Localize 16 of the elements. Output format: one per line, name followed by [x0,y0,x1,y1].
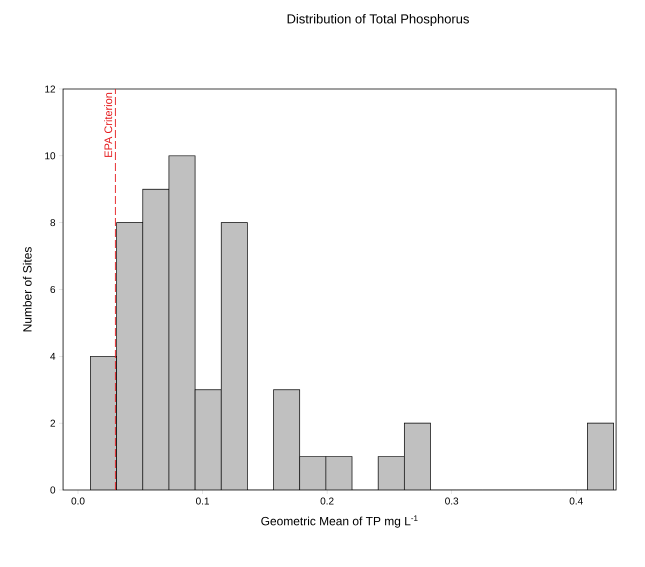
y-tick-label: 2 [50,420,56,427]
x-tick-label: 0.4 [570,498,583,505]
ref-line-label: EPA Criterion [104,92,112,157]
y-axis-title: Number of Sites [22,247,32,332]
x-tick-label: 0.2 [320,498,334,505]
x-tick-label: 0.1 [196,498,210,505]
x-tick-label: 0.0 [71,498,85,505]
y-tick-label: 0 [50,486,56,494]
y-tick-label: 4 [50,352,56,360]
x-axis-title: Geometric Mean of TP mg L$^{-1}$ [261,515,418,528]
y-tick-label: 8 [50,219,56,226]
y-tick-label: 10 [45,152,56,160]
x-tick-label: 0.3 [445,498,458,505]
y-tick-label: 12 [45,86,56,92]
y-tick-label: 6 [50,286,56,294]
chart-title: Distribution of Total Phosphorus [288,14,469,26]
